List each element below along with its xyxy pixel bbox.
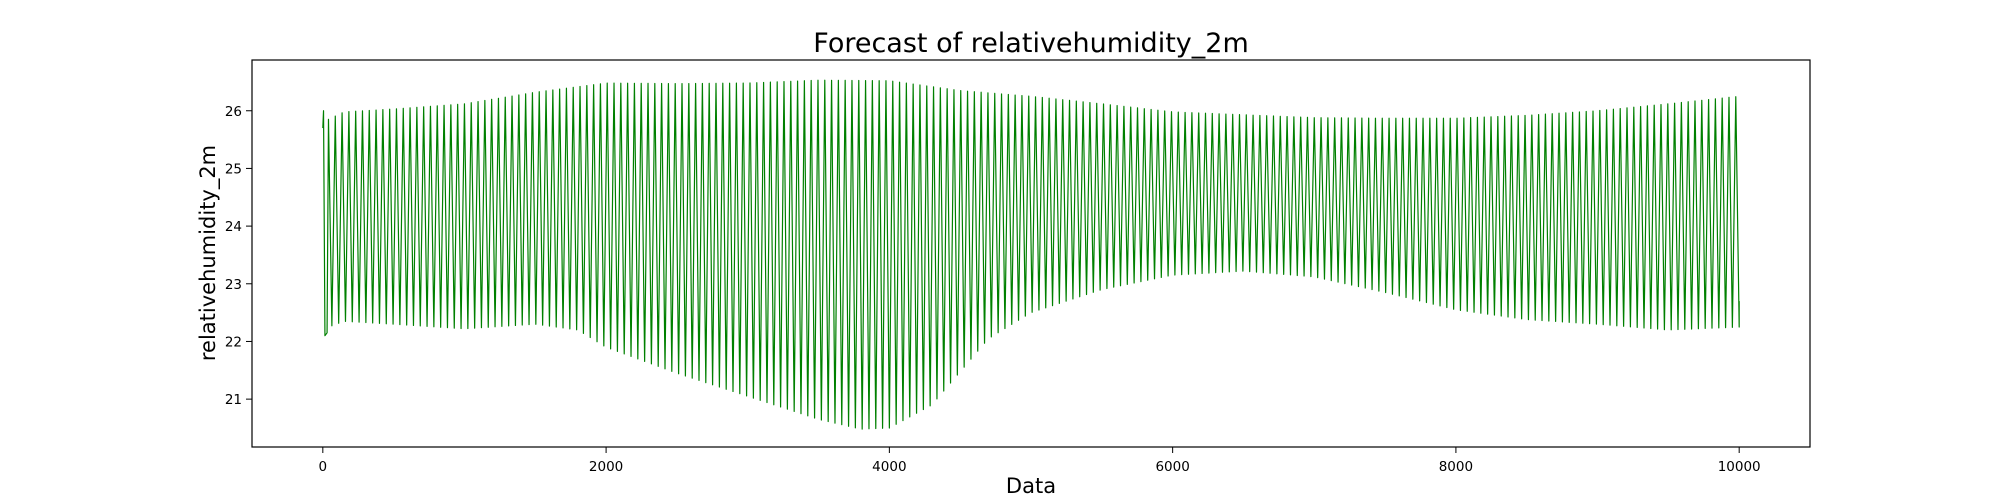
x-tick-label: 2000 <box>589 459 623 475</box>
y-tick-label: 23 <box>225 277 242 293</box>
x-axis: 0 2000 4000 6000 8000 10000 <box>319 447 1761 475</box>
y-tick-label: 25 <box>225 161 242 177</box>
x-axis-label: Data <box>1006 474 1056 498</box>
x-tick-label: 4000 <box>872 459 906 475</box>
x-tick-label: 10000 <box>1718 459 1761 475</box>
y-tick-label: 24 <box>225 219 242 235</box>
y-tick-label: 26 <box>225 104 242 120</box>
y-axis: 21 22 23 24 25 26 <box>225 104 252 408</box>
y-tick-label: 21 <box>225 392 242 408</box>
plot-frame <box>251 59 1811 448</box>
x-tick-label: 6000 <box>1155 459 1189 475</box>
y-axis-label: relativehumidity_2m <box>196 145 221 361</box>
y-tick-label: 22 <box>225 334 242 350</box>
series-line-0 <box>322 79 1740 430</box>
x-tick-label: 0 <box>319 459 328 475</box>
series-layer <box>322 79 1740 430</box>
chart-title: Forecast of relativehumidity_2m <box>813 28 1249 59</box>
x-tick-label: 8000 <box>1439 459 1473 475</box>
